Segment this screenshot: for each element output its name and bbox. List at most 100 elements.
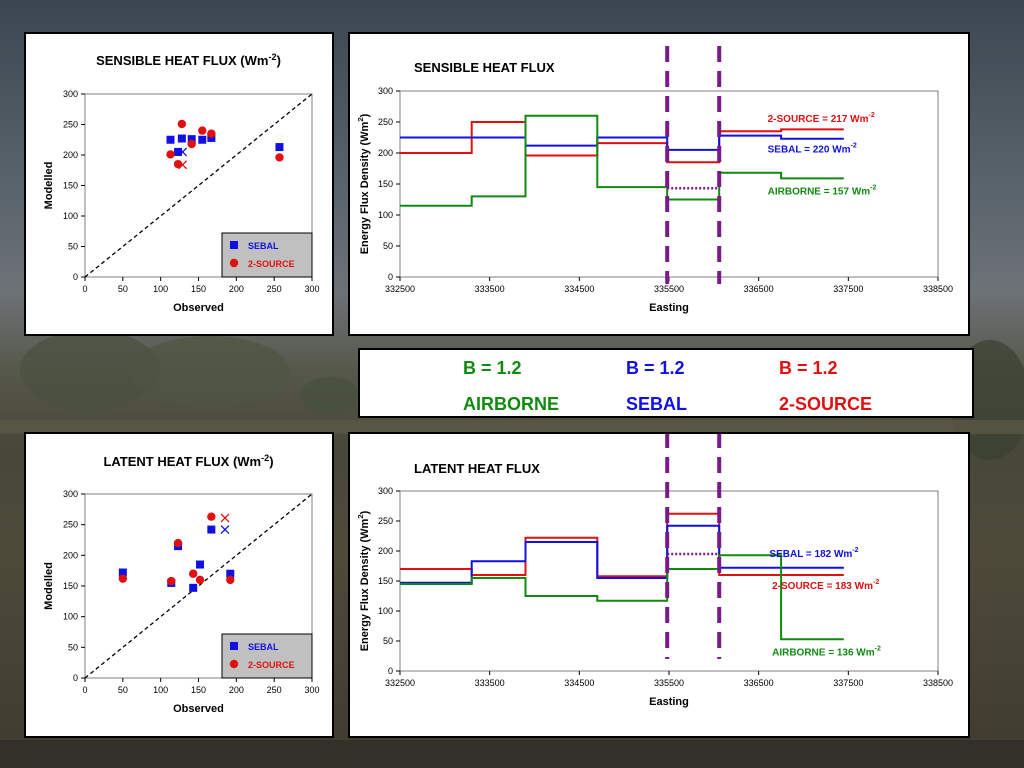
- sensible-scatter-panel: SENSIBLE HEAT FLUX (Wm-2) 0 50 100 150 200 250…: [24, 32, 334, 336]
- center-legend-panel: B = 1.2 AIRBORNE B = 1.2 SEBAL B = 1.2 2…: [358, 348, 974, 418]
- x-tick-label: 333500: [475, 284, 505, 294]
- y-tick-label: 250: [378, 117, 393, 127]
- legend-marker-2-source: [229, 258, 239, 268]
- y-tick-label: 200: [63, 150, 78, 160]
- y-tick-label: 0: [73, 673, 78, 683]
- x-tick-label: 0: [82, 284, 87, 294]
- scatter-x-mark: [220, 525, 230, 535]
- legend-label-2-source: 2-SOURCE: [248, 259, 295, 269]
- y-tick-label: 50: [383, 241, 393, 251]
- scatter-point-2-source: [226, 575, 235, 585]
- series-value-label: AIRBORNE = 136 Wm-2: [772, 645, 881, 658]
- scatter-x-mark: [178, 147, 188, 157]
- background-tree: [130, 336, 290, 408]
- chart-title: SENSIBLE HEAT FLUX: [414, 60, 555, 75]
- scatter-point-2-source: [118, 574, 128, 583]
- y-tick-label: 100: [63, 211, 78, 221]
- scatter-point-sebal: [166, 135, 175, 144]
- y-tick-label: 150: [378, 576, 393, 586]
- y-tick-label: 100: [378, 606, 393, 616]
- y-tick-label: 0: [388, 272, 393, 282]
- scatter-point-sebal: [196, 560, 205, 569]
- x-tick-label: 334500: [564, 678, 594, 688]
- y-tick-label: 250: [63, 120, 78, 130]
- legend-label-sebal: SEBAL: [248, 642, 279, 652]
- y-tick-label: 150: [63, 181, 78, 191]
- x-tick-label: 337500: [833, 284, 863, 294]
- x-tick-label: 336500: [744, 284, 774, 294]
- sensible-line-panel: SENSIBLE HEAT FLUX 332500 333500 334500 3355…: [348, 32, 970, 336]
- sebal-b-label: B = 1.2: [626, 358, 685, 378]
- scatter-point-2-source: [198, 126, 207, 135]
- x-tick-label: 338500: [923, 678, 953, 688]
- y-tick-label: 150: [63, 581, 78, 591]
- background-tree: [300, 377, 360, 413]
- y-tick-label: 300: [378, 486, 393, 496]
- latent-scatter-chart: LATENT HEAT FLUX (Wm-2) 0 50 100 150 200 250 30…: [43, 453, 320, 715]
- scatter-point-sebal: [189, 583, 198, 592]
- scatter-point-2-source: [275, 153, 284, 162]
- y-axis-label: Modelled: [43, 162, 55, 210]
- y-tick-label: 300: [63, 89, 78, 99]
- y-tick-label: 0: [73, 272, 78, 282]
- scatter-point-2-source: [167, 576, 176, 586]
- scatter-point-sebal: [207, 525, 216, 534]
- x-tick-label: 332500: [385, 284, 415, 294]
- scatter-point-2-source: [166, 150, 175, 159]
- x-tick-label: 200: [229, 284, 244, 294]
- background-field: [0, 740, 1024, 768]
- x-tick-label: 0: [82, 685, 87, 695]
- x-tick-label: 250: [267, 685, 282, 695]
- y-tick-label: 300: [378, 86, 393, 96]
- y-tick-label: 100: [63, 612, 78, 622]
- x-tick-label: 150: [191, 685, 206, 695]
- scatter-point-2-source: [207, 512, 216, 521]
- y-tick-label: 50: [383, 636, 393, 646]
- series-value-label: 2-SOURCE = 183 Wm-2: [772, 579, 879, 592]
- scatter-point-sebal: [174, 147, 183, 156]
- series-line-2-source: [400, 121, 844, 164]
- scatter-point-sebal: [226, 569, 235, 578]
- x-tick-label: 338500: [923, 284, 953, 294]
- x-tick-label: 100: [153, 284, 168, 294]
- legend-box: [221, 633, 313, 679]
- x-tick-label: 337500: [833, 678, 863, 688]
- legend-label-sebal: SEBAL: [248, 241, 279, 251]
- y-tick-label: 250: [378, 516, 393, 526]
- scatter-point-2-source: [187, 139, 196, 149]
- x-tick-label: 100: [153, 685, 168, 695]
- y-tick-label: 50: [68, 642, 78, 652]
- x-tick-label: 333500: [475, 678, 505, 688]
- scatter-x-mark: [178, 160, 188, 170]
- y-axis-label: Modelled: [43, 562, 55, 610]
- y-axis-label: Energy Flux Density (Wm2): [356, 510, 371, 651]
- y-tick-label: 200: [378, 546, 393, 556]
- latent-line-panel: LATENT HEAT FLUX 332500 333500 334500 335500…: [348, 432, 970, 738]
- series-value-label: AIRBORNE = 157 Wm-2: [768, 185, 877, 198]
- legend-marker-2-source: [229, 659, 239, 669]
- chart-title: LATENT HEAT FLUX (Wm-2): [103, 453, 273, 469]
- chart-title: SENSIBLE HEAT FLUX (Wm-2): [96, 52, 281, 68]
- scatter-x-mark: [220, 513, 230, 523]
- scatter-point-2-source: [177, 119, 187, 129]
- legend-box: [221, 232, 313, 278]
- scatter-point-2-source: [195, 575, 205, 585]
- series-value-label: SEBAL = 182 Wm-2: [769, 547, 858, 560]
- airborne-b-label: B = 1.2: [463, 358, 522, 378]
- x-tick-label: 200: [229, 685, 244, 695]
- background-field: [0, 420, 1024, 434]
- chart-title: LATENT HEAT FLUX: [414, 461, 540, 476]
- x-axis-label: Observed: [173, 302, 224, 314]
- scatter-point-sebal: [275, 143, 284, 152]
- scatter-point-2-source: [189, 569, 198, 578]
- legend-marker-sebal: [230, 642, 238, 650]
- x-tick-label: 335500: [654, 678, 684, 688]
- x-axis-label: Easting: [649, 696, 689, 708]
- two-source-name-label: 2-SOURCE: [779, 394, 873, 414]
- series-value-label: SEBAL = 220 Wm-2: [768, 142, 857, 155]
- x-tick-label: 332500: [385, 678, 415, 688]
- y-tick-label: 250: [63, 520, 78, 530]
- sensible-line-chart: SENSIBLE HEAT FLUX 332500 333500 334500 3355…: [356, 46, 953, 314]
- scatter-point-sebal: [118, 568, 127, 577]
- y-tick-label: 150: [378, 179, 393, 189]
